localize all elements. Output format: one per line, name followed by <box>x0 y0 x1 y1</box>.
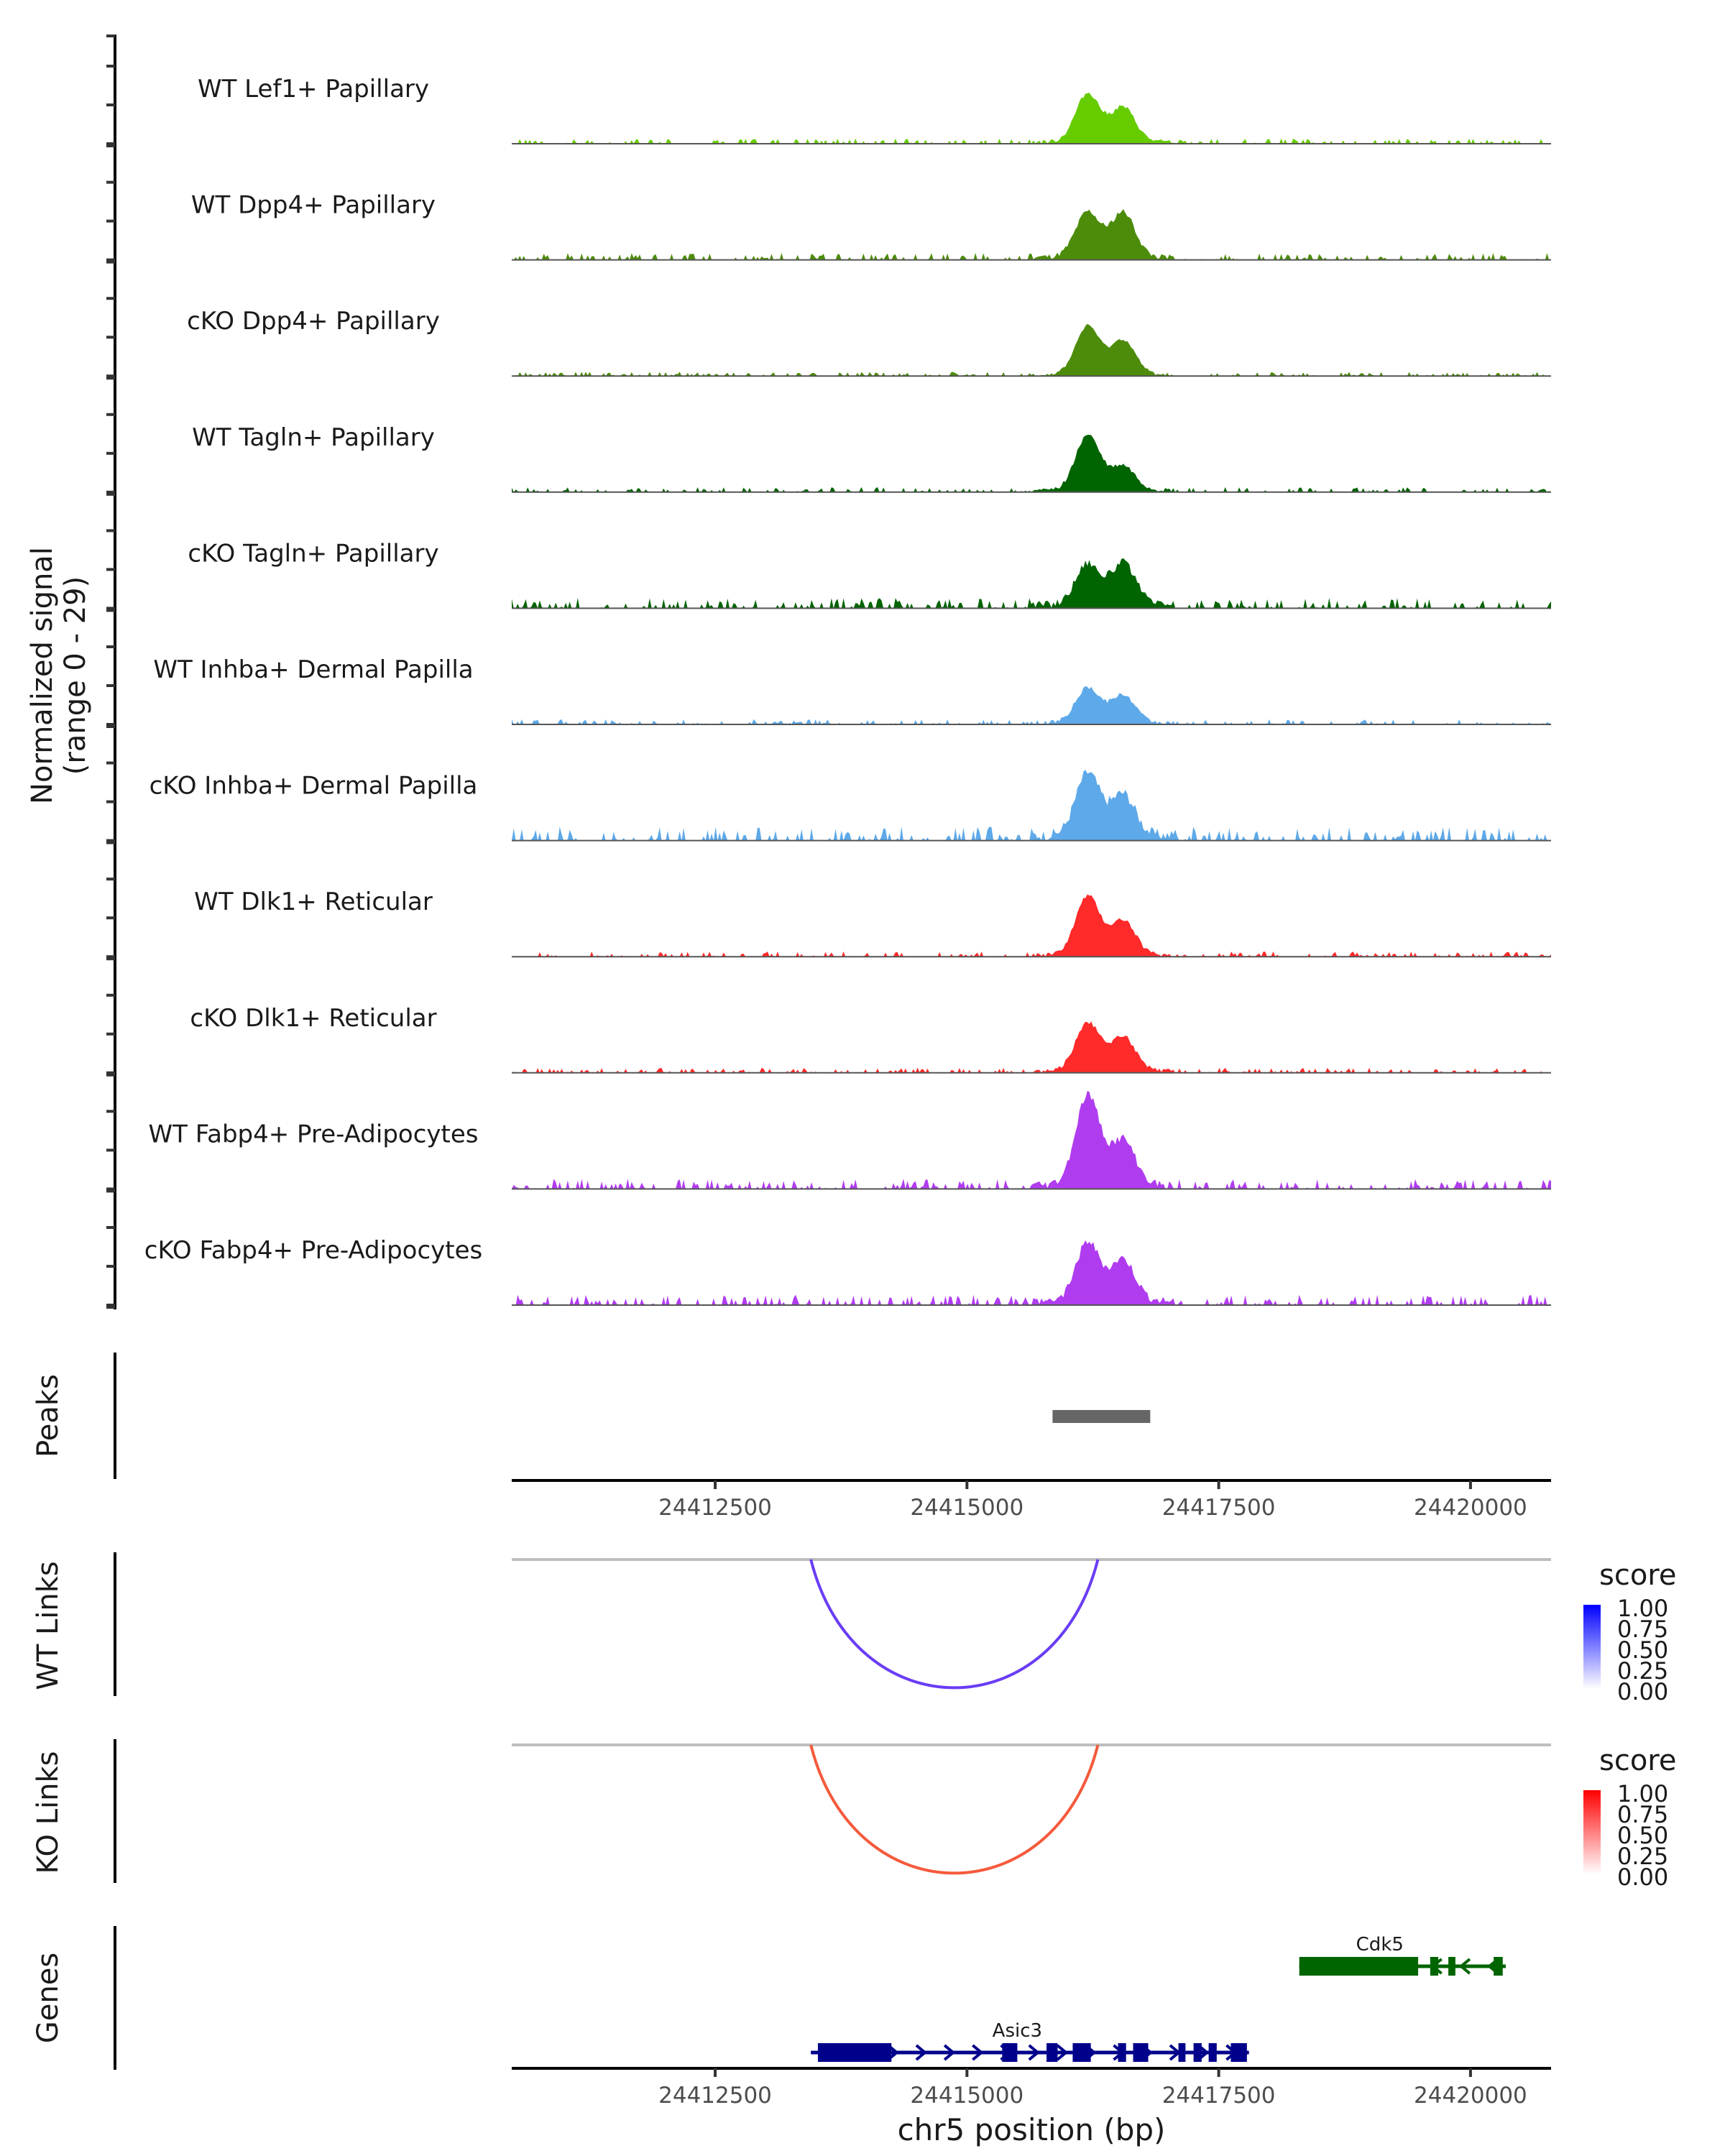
track-label: WT Tagln+ Papillary <box>192 423 435 452</box>
legend-label: 0.00 <box>1617 1678 1668 1705</box>
ylabel-line1: Normalized signal <box>26 547 59 804</box>
ko-links-label: KO Links <box>32 1751 65 1874</box>
coverage-area <box>512 1021 1551 1073</box>
coverage-area <box>512 93 1551 144</box>
wt-links-legend: score 1.000.750.500.250.00 <box>1583 1559 1676 1705</box>
signal-track: cKO Dlk1+ Reticular <box>190 1004 1551 1074</box>
legend-label: 0.25 <box>1617 1843 1668 1870</box>
coverage-area <box>512 686 1551 724</box>
ko-links-legend: score 1.000.750.500.250.00 <box>1583 1744 1676 1891</box>
gene-exon <box>1208 2043 1217 2062</box>
legend-label: 0.00 <box>1617 1864 1668 1891</box>
signal-track: WT Tagln+ Papillary <box>192 423 1551 493</box>
ylabel-line2: (range 0 - 29) <box>59 576 92 775</box>
ko-link-arc <box>809 1744 1100 1875</box>
x-axis-label: chr5 position (bp) <box>898 2112 1166 2147</box>
coverage-area <box>512 1240 1551 1305</box>
gene-name: Cdk5 <box>1356 1934 1404 1955</box>
track-label: WT Dpp4+ Papillary <box>191 191 436 220</box>
legend-label: 1.00 <box>1617 1595 1668 1622</box>
gene-exon <box>1072 2043 1091 2062</box>
track-label: WT Inhba+ Dermal Papilla <box>153 655 473 684</box>
signal-track: WT Lef1+ Papillary <box>198 75 1551 144</box>
strand-arrow-icon <box>1458 1958 1471 1975</box>
coverage-area <box>512 558 1551 609</box>
coverage-area <box>512 209 1551 260</box>
track-label: cKO Fabp4+ Pre-Adipocytes <box>144 1236 483 1265</box>
gene-exon <box>1133 2043 1149 2062</box>
gene-exon <box>1430 1957 1439 1976</box>
x-ticks-top: 24412500 24415000 24417500 24420000 <box>658 1480 1527 1521</box>
coverage-area <box>512 323 1551 377</box>
coverage-area <box>512 1090 1551 1189</box>
x-ticks-bottom: 24412500 24415000 24417500 24420000 <box>658 2068 1527 2109</box>
gene-exon <box>817 2043 892 2062</box>
legend-label: 0.75 <box>1617 1801 1668 1828</box>
x-tick-label: 24420000 <box>1414 1495 1527 1521</box>
peak-region <box>1052 1410 1151 1423</box>
track-label: cKO Inhba+ Dermal Papilla <box>150 772 478 801</box>
legend-title: score <box>1599 1744 1676 1777</box>
x-tick-label: 24415000 <box>910 2083 1024 2109</box>
gene-exon <box>1494 1957 1503 1976</box>
signal-y-ticks <box>106 34 115 1309</box>
signal-track: cKO Inhba+ Dermal Papilla <box>150 770 1551 842</box>
x-tick-label: 24412500 <box>658 1495 772 1521</box>
track-label: WT Dlk1+ Reticular <box>194 888 433 916</box>
signal-tracks: WT Lef1+ Papillary WT Dpp4+ Papillary cKO … <box>144 75 1551 1306</box>
gene-exon <box>1193 2043 1202 2062</box>
gene-exon <box>1178 2043 1186 2062</box>
track-label: WT Lef1+ Papillary <box>198 75 429 103</box>
legend-colorbar <box>1583 1605 1601 1689</box>
x-tick-label: 24417500 <box>1162 2083 1276 2109</box>
gene-exon <box>1448 1957 1455 1976</box>
track-label: cKO Dlk1+ Reticular <box>190 1004 436 1033</box>
gene-exon <box>1118 2043 1126 2062</box>
legend-colorbar <box>1583 1790 1601 1874</box>
strand-arrow-icon <box>972 2044 984 2061</box>
x-tick-label: 24417500 <box>1162 1495 1276 1521</box>
signal-track: cKO Fabp4+ Pre-Adipocytes <box>144 1236 1551 1306</box>
legend-label: 0.50 <box>1617 1636 1668 1664</box>
signal-track: cKO Tagln+ Papillary <box>188 539 1551 609</box>
legend-label: 0.25 <box>1617 1657 1668 1685</box>
genes-track: Cdk5 Asic3 <box>811 1934 1506 2062</box>
x-tick-label: 24420000 <box>1414 2083 1527 2109</box>
gene-exon <box>1002 2043 1018 2062</box>
strand-arrow-icon <box>943 2044 956 2061</box>
coverage-area <box>512 770 1551 841</box>
coverage-area <box>512 894 1551 957</box>
signal-track: cKO Dpp4+ Papillary <box>187 307 1551 377</box>
strand-arrow-icon <box>1056 2044 1069 2061</box>
x-tick-label: 24412500 <box>658 2083 772 2109</box>
gene-exon <box>1299 1957 1419 1976</box>
strand-arrow-icon <box>1028 2044 1040 2061</box>
wt-links-label: WT Links <box>32 1561 65 1690</box>
legend-label: 0.75 <box>1617 1616 1668 1643</box>
coverage-area <box>512 435 1551 492</box>
genes-label: Genes <box>32 1953 65 2043</box>
gene-name: Asic3 <box>993 2020 1042 2042</box>
legend-title: score <box>1599 1559 1676 1592</box>
gene-cdk5: Cdk5 <box>1299 1934 1506 1976</box>
track-label: cKO Tagln+ Papillary <box>188 539 438 568</box>
wt-link-arc <box>809 1559 1100 1690</box>
signal-track: WT Fabp4+ Pre-Adipocytes <box>149 1090 1551 1190</box>
gene-asic3: Asic3 <box>811 2020 1249 2062</box>
legend-label: 0.50 <box>1617 1822 1668 1849</box>
peaks-track <box>1052 1410 1151 1423</box>
legend-label: 1.00 <box>1617 1780 1668 1807</box>
x-tick-label: 24415000 <box>910 1495 1024 1521</box>
gene-exon <box>1230 2043 1247 2062</box>
strand-arrow-icon <box>915 2044 927 2061</box>
signal-y-label: Normalized signal (range 0 - 29) <box>26 547 92 804</box>
track-label: WT Fabp4+ Pre-Adipocytes <box>149 1120 479 1148</box>
peaks-label: Peaks <box>32 1374 65 1457</box>
signal-track: WT Dlk1+ Reticular <box>194 888 1551 958</box>
signal-track: WT Dpp4+ Papillary <box>191 191 1551 261</box>
signal-track: WT Inhba+ Dermal Papilla <box>153 655 1551 725</box>
gene-exon <box>1046 2043 1058 2062</box>
track-label: cKO Dpp4+ Papillary <box>187 307 440 336</box>
